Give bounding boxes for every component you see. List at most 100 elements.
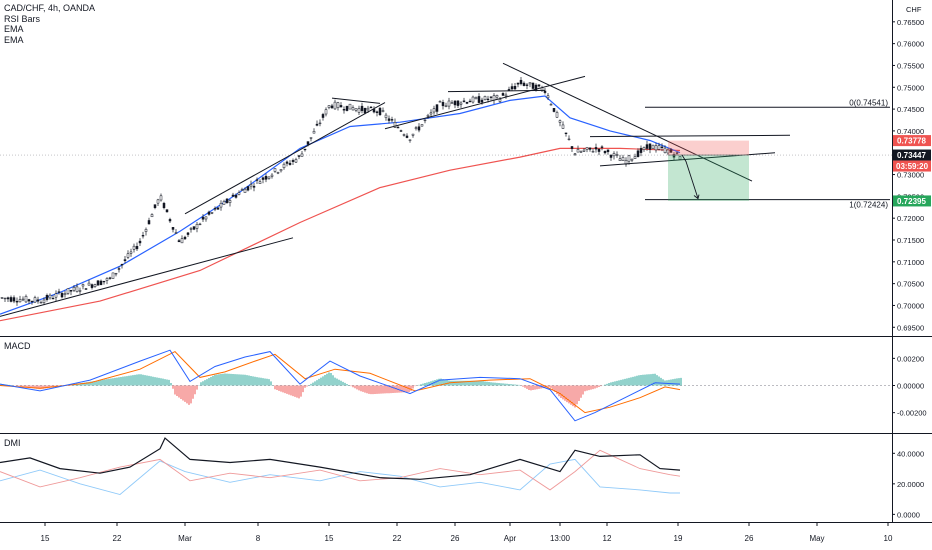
candle-up [504, 94, 508, 97]
macd-axis-label: 0.00200 [897, 354, 924, 363]
candle-up [309, 137, 313, 139]
dmi-pane-title[interactable]: DMI [4, 438, 21, 448]
macd-pane-title[interactable]: MACD [4, 341, 31, 351]
candle-down [489, 96, 493, 98]
candle-up [546, 95, 550, 99]
candle-up [150, 214, 154, 218]
candle-down [135, 246, 139, 250]
candle-down [288, 162, 292, 165]
candle-up [249, 184, 253, 187]
candle-down [69, 289, 73, 292]
candle-up [654, 145, 658, 151]
candle-down [285, 161, 289, 164]
candle-down [468, 100, 472, 103]
candle-down [186, 232, 190, 235]
candle-up [72, 287, 76, 291]
candle-down [213, 208, 217, 210]
indicator-ema-2[interactable]: EMA [4, 34, 24, 45]
chart-legend: CAD/CHF, 4h, OANDA RSI Bars EMA EMA [4, 3, 95, 45]
candle-down [660, 146, 664, 148]
candle-down [138, 240, 142, 244]
dmi-line-adx [0, 437, 681, 480]
time-axis-label: 12 [603, 534, 612, 543]
dmi-axis-label: 0.0000 [897, 510, 920, 519]
indicator-rsi-bars[interactable]: RSI Bars [4, 13, 41, 24]
candle-up [384, 114, 388, 118]
time-axis-label: Apr [504, 534, 517, 543]
price-axis-label: 0.70000 [897, 301, 924, 310]
candle-up [210, 212, 214, 214]
target-price-tag: 0.72395 [897, 197, 926, 206]
price-axis-label: 0.75500 [897, 61, 924, 70]
time-axis-label: 22 [113, 534, 122, 543]
candle-up [267, 176, 271, 179]
candle-down [234, 195, 238, 198]
trendline [384, 75, 586, 130]
price-axis-label: 0.73000 [897, 171, 924, 180]
candle-down [390, 119, 394, 121]
candle-up [423, 119, 427, 122]
candle-up [93, 284, 97, 287]
macd-axis-label: 0.00000 [897, 382, 924, 391]
candle-up [498, 99, 502, 102]
candle-down [609, 154, 613, 158]
dmi-line-di [0, 458, 680, 495]
candle-down [513, 86, 517, 90]
candle-down [108, 277, 112, 279]
candle-up [381, 110, 385, 112]
candle-down [165, 209, 169, 213]
last-price-tag-bg [893, 149, 931, 161]
candle-down [606, 149, 610, 153]
candle-down [570, 146, 574, 149]
candle-up [444, 105, 448, 107]
candle-down [405, 135, 409, 138]
candle-up [657, 145, 661, 150]
candle-down [84, 288, 88, 290]
indicator-ema-1[interactable]: EMA [4, 24, 24, 34]
countdown-tag: 03:59:20 [896, 162, 929, 171]
candle-up [429, 112, 433, 115]
candle-up [471, 96, 475, 103]
candle-down [201, 216, 205, 220]
candle-down [645, 144, 649, 149]
candle-down [669, 149, 673, 153]
candle-up [414, 127, 418, 129]
candle-down [345, 105, 349, 111]
trendline [0, 237, 294, 317]
time-axis-label: 22 [393, 534, 402, 543]
candle-up [591, 151, 595, 153]
candle-down [363, 107, 367, 114]
candle-down [543, 90, 547, 93]
candle-down [252, 185, 256, 188]
candle-down [342, 109, 346, 111]
candle-down [537, 84, 541, 87]
symbol-title[interactable]: CAD/CHF, 4h, OANDA [4, 3, 96, 13]
candle-up [78, 290, 82, 292]
candle-down [339, 105, 343, 108]
candle-down [477, 96, 481, 103]
candle-down [168, 219, 172, 222]
candle-up [105, 278, 109, 281]
candle-down [648, 143, 652, 150]
time-axis-label: 8 [256, 534, 261, 543]
dmi-axis-label: 40.0000 [897, 449, 924, 458]
candle-down [600, 146, 604, 148]
candle-up [618, 158, 622, 161]
fib-level-1-label: 1(0.72424) [849, 201, 888, 210]
candle-up [0, 297, 4, 299]
candle-up [438, 101, 442, 103]
candle-down [291, 160, 295, 162]
candle-down [30, 300, 34, 303]
candle-down [552, 108, 556, 112]
candle-up [318, 122, 322, 125]
candle-down [162, 202, 166, 209]
candle-down [96, 280, 100, 286]
candle-down [597, 148, 601, 152]
candle-down [216, 207, 220, 210]
candle-down [183, 236, 187, 240]
candle-down [594, 147, 598, 150]
candle-up [612, 153, 616, 157]
candle-up [558, 120, 562, 123]
